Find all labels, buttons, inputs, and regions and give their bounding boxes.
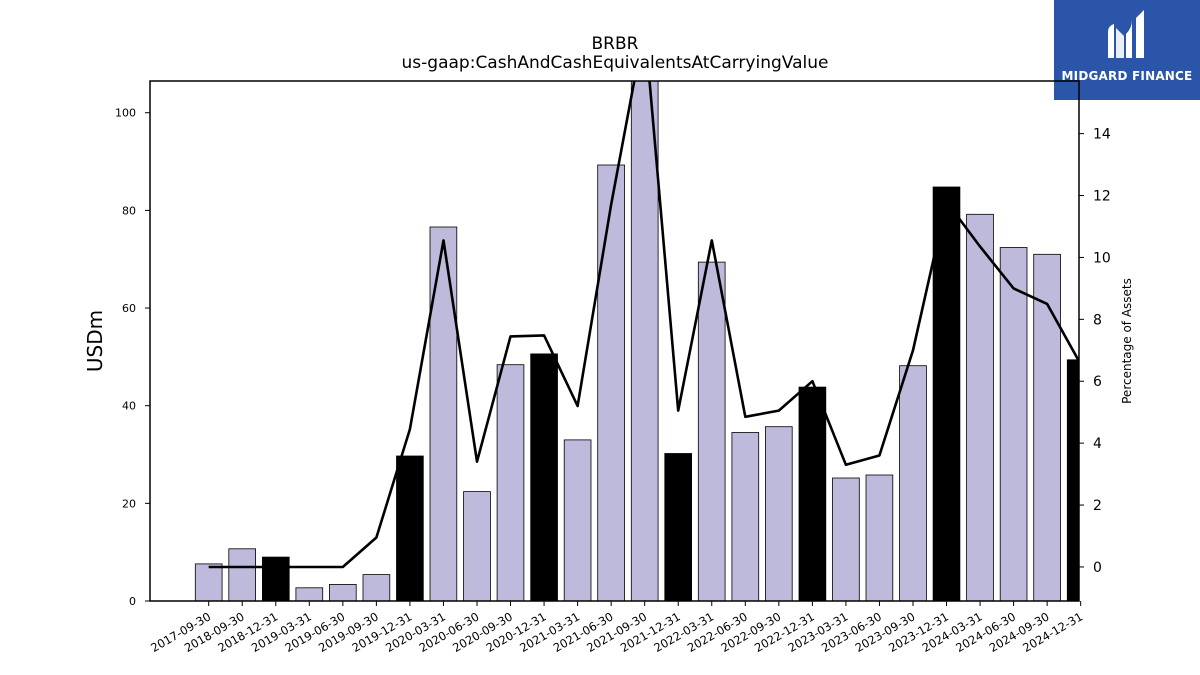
y-tick-label: 80	[122, 204, 136, 217]
bar	[630, 81, 659, 601]
y-tick-label: 60	[122, 302, 136, 315]
bar	[261, 556, 290, 601]
y-tick-label: 100	[115, 107, 136, 120]
bar	[966, 213, 994, 601]
bar	[865, 474, 894, 601]
bar	[1066, 359, 1079, 601]
bar	[396, 455, 424, 601]
line-series	[208, 81, 1079, 569]
bar	[362, 574, 391, 601]
y2-tick-label: 6	[1093, 374, 1102, 390]
bar	[798, 386, 827, 601]
y2-tick-label: 0	[1093, 560, 1102, 576]
bar	[429, 226, 458, 601]
y-axis-label: USDm	[83, 310, 107, 372]
bar	[1033, 253, 1061, 601]
bar	[731, 432, 760, 601]
y2-axis-label: Percentage of Assets	[1120, 278, 1134, 404]
bar	[295, 587, 324, 601]
y-tick-label: 0	[129, 595, 136, 608]
bar	[999, 247, 1028, 601]
bar	[664, 453, 692, 601]
plot-frame	[149, 80, 1080, 602]
y-tick-label: 40	[122, 400, 136, 413]
bar	[228, 548, 257, 601]
bar	[765, 426, 793, 601]
bar	[832, 477, 860, 601]
bar	[563, 439, 592, 601]
bar	[194, 563, 223, 601]
chart-title: BRBR	[592, 34, 639, 54]
bar	[496, 364, 525, 601]
y2-tick-label: 8	[1093, 312, 1102, 328]
bar	[697, 261, 726, 601]
y-tick-label: 20	[122, 497, 136, 510]
bar	[899, 365, 927, 601]
y2-tick-label: 2	[1093, 498, 1102, 514]
y2-tick-label: 4	[1093, 436, 1102, 452]
midgard-logo-icon	[1108, 10, 1144, 58]
y2-tick-label: 12	[1093, 189, 1111, 205]
bar	[530, 353, 558, 601]
pct-assets-line	[208, 81, 1079, 569]
bar	[463, 491, 491, 601]
bar-series	[194, 81, 1079, 601]
chart-subtitle: us-gaap:CashAndCashEquivalentsAtCarrying…	[402, 53, 829, 73]
bar	[932, 186, 961, 601]
bar	[597, 164, 625, 601]
brand-name: MIDGARD FINANCE	[1061, 69, 1193, 83]
y2-tick-label: 14	[1093, 127, 1111, 143]
y2-tick-label: 10	[1093, 250, 1111, 266]
bar	[328, 584, 357, 601]
